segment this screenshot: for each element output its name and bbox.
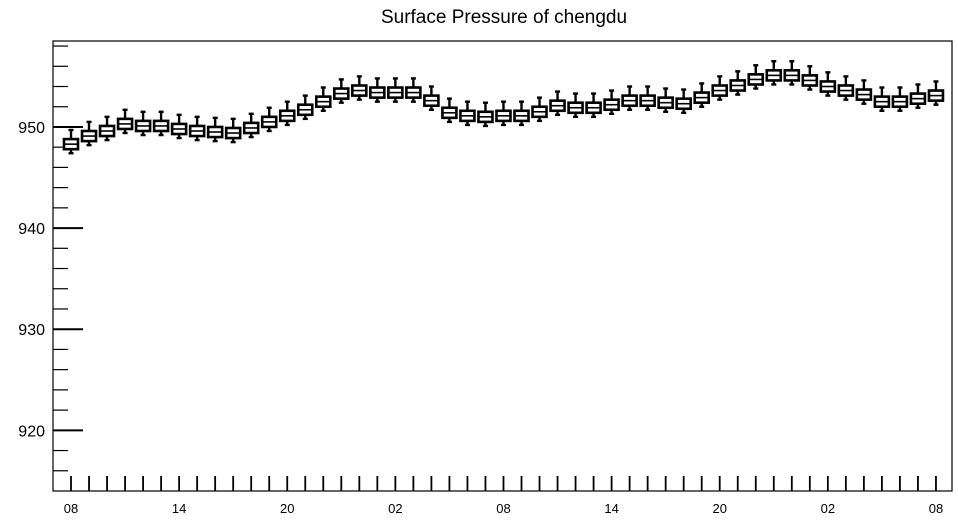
box <box>152 110 170 137</box>
box <box>603 89 620 116</box>
box <box>765 60 783 86</box>
box <box>441 97 458 124</box>
box <box>459 100 476 127</box>
y-tick-label: 920 <box>18 423 45 440</box>
box <box>296 94 314 121</box>
x-tick-label: 14 <box>172 501 186 516</box>
box <box>675 88 692 114</box>
x-tick-label: 20 <box>712 501 726 516</box>
y-tick-label: 940 <box>18 221 45 238</box>
box <box>278 100 296 127</box>
box <box>188 115 206 142</box>
box <box>837 75 855 101</box>
box <box>387 77 404 103</box>
box <box>657 87 674 113</box>
y-tick-label: 930 <box>18 322 45 339</box>
y-tick-label: 950 <box>18 120 45 137</box>
box <box>549 90 566 117</box>
plot-frame <box>52 40 953 492</box>
box <box>405 77 422 103</box>
box <box>747 64 765 90</box>
box <box>729 70 747 96</box>
box <box>585 92 602 119</box>
box-series <box>62 60 945 155</box>
y-axis: 920 930 940 950 <box>18 45 83 472</box>
box <box>62 128 80 155</box>
chart-title: Surface Pressure of chengdu <box>381 7 627 28</box>
box <box>477 101 494 128</box>
x-tick-label: 08 <box>64 501 78 516</box>
box <box>134 110 152 137</box>
box <box>819 71 837 97</box>
box <box>495 100 512 127</box>
x-axis: 08 14 20 02 08 14 20 02 08 <box>64 476 943 516</box>
box <box>80 120 98 147</box>
box <box>783 60 801 86</box>
x-tick-label: 02 <box>388 501 402 516</box>
box <box>116 108 134 135</box>
box <box>98 115 116 142</box>
box <box>314 86 332 112</box>
box <box>242 112 260 139</box>
box <box>206 116 224 143</box>
box <box>711 75 729 101</box>
box <box>513 100 530 127</box>
x-tick-label: 02 <box>821 501 835 516</box>
box <box>369 77 386 103</box>
box <box>801 65 819 91</box>
box <box>855 79 873 105</box>
box <box>224 117 242 144</box>
box <box>693 82 711 108</box>
box <box>423 85 440 111</box>
plot-frame-group <box>52 40 953 492</box>
box <box>909 83 927 109</box>
box <box>927 80 945 106</box>
box <box>567 92 584 119</box>
box <box>531 96 548 123</box>
x-tick-label: 08 <box>929 501 943 516</box>
box <box>260 106 278 133</box>
x-tick-label: 08 <box>496 501 510 516</box>
box <box>873 86 891 112</box>
box <box>621 85 638 111</box>
box <box>332 78 350 104</box>
box <box>351 75 368 101</box>
x-tick-label: 20 <box>280 501 294 516</box>
x-tick-label: 14 <box>604 501 618 516</box>
box <box>639 85 656 111</box>
box <box>170 113 188 140</box>
box <box>891 86 909 112</box>
